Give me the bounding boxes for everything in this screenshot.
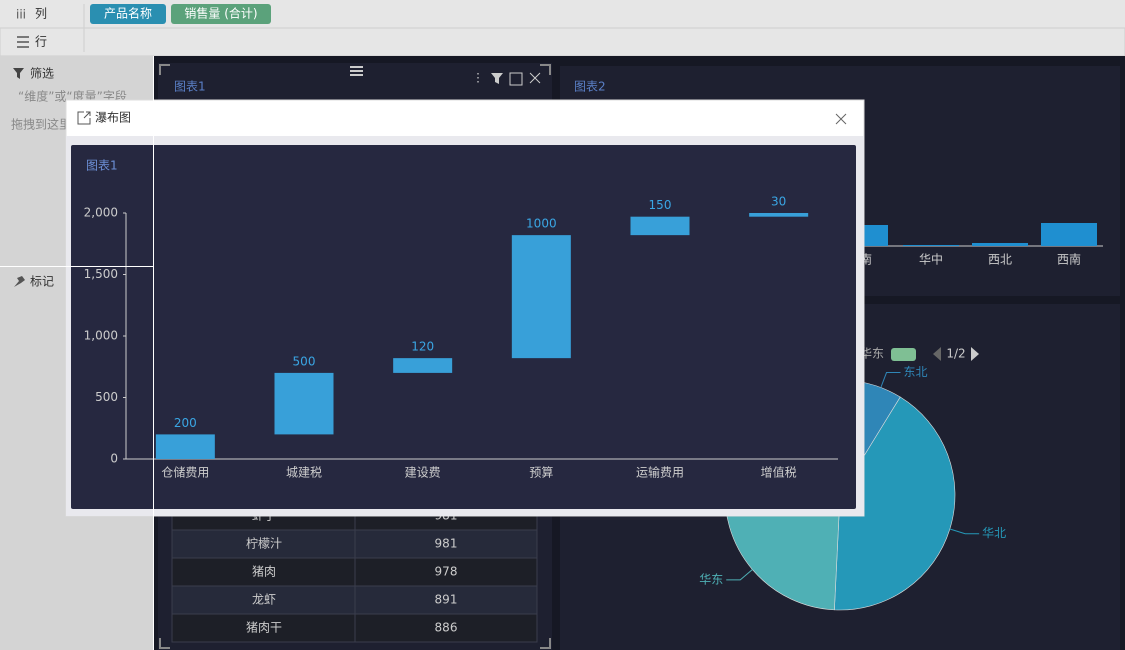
hint: 拖拽到这里 [11, 117, 71, 132]
bar [1041, 223, 1097, 246]
leader-line [726, 569, 753, 581]
bar [903, 245, 959, 246]
pill-label[interactable]: 产品名称 [104, 6, 152, 21]
x-tick-label: 增值税 [761, 465, 797, 480]
slice-label: 华东 [699, 572, 723, 586]
drag-handle[interactable] [350, 66, 363, 76]
table-cell: 猪肉干 [246, 621, 282, 635]
y-tick-label: 500 [95, 390, 118, 404]
y-tick-label: 0 [110, 452, 118, 466]
bar [630, 216, 690, 236]
modal-close[interactable] [835, 113, 847, 125]
x-tick-label: 西北 [988, 253, 1012, 267]
data-label: 200 [174, 416, 197, 430]
x-tick-label: 运输费用 [636, 465, 684, 480]
pill[interactable] [90, 4, 166, 24]
marks-label: 标记 [30, 275, 54, 289]
table-cell: 978 [435, 565, 458, 579]
columns-icon: iii [16, 8, 26, 22]
table-cell: 龙虾 [252, 593, 276, 607]
bar [155, 434, 215, 459]
y-tick-label: 2,000 [84, 206, 118, 220]
menu-icon[interactable]: ⋮ [472, 71, 484, 85]
rows-label: 行 [35, 35, 47, 49]
y-tick-label: 1,500 [84, 267, 118, 281]
columns-bar [0, 0, 1125, 28]
bar [511, 235, 571, 359]
pill-label[interactable]: 销售量 (合计) [184, 6, 257, 21]
waterfall-chart: 0 500 1,000 1,500 2,000 200 仓储费用 500 城建税 120 建设费 10… [84, 195, 838, 480]
x-tick-label: 西南 [1057, 252, 1081, 267]
table: 虾子981柠檬汁981猪肉978龙虾891猪肉干886 [171, 501, 538, 643]
maximize-button[interactable] [509, 72, 523, 86]
x-tick-label: 预算 [529, 465, 553, 480]
columns-label: 列 [35, 7, 47, 21]
legend-prev[interactable] [933, 347, 941, 361]
slice-label: 东北 [904, 365, 928, 379]
table-cell: 柠檬汁 [246, 536, 282, 551]
pill[interactable] [171, 4, 271, 24]
y-tick-label: 1,000 [84, 329, 118, 343]
slice-label: 华北 [982, 526, 1006, 540]
data-label: 30 [771, 195, 786, 209]
bar [972, 243, 1028, 246]
legend-label: 华东 [860, 347, 884, 361]
data-label: 500 [293, 354, 316, 368]
rows-icon [17, 36, 29, 48]
x-tick-label: 华中 [919, 252, 943, 267]
panel-title: 图表1 [174, 80, 206, 94]
filter-icon [13, 68, 24, 79]
legend-next[interactable] [971, 347, 979, 361]
rows-bar [0, 27, 1125, 57]
leader-line [880, 372, 901, 388]
chart-title: 图表1 [86, 159, 118, 173]
modal-title: 瀑布图 [95, 111, 131, 125]
legend-swatch [891, 348, 916, 361]
data-label: 150 [649, 198, 672, 212]
panel-title: 图表2 [574, 80, 606, 94]
filter-label: 筛选 [30, 66, 54, 81]
leader-line [949, 528, 980, 535]
bar [274, 372, 334, 435]
corner-marks [159, 64, 551, 649]
filter-button[interactable] [491, 73, 503, 84]
x-tick-label: 仓储费用 [161, 465, 209, 480]
bar [393, 358, 453, 373]
data-label: 1000 [526, 217, 557, 231]
modal: 瀑布图 图表1 0 500 1,000 1,500 2,000 200 仓储费用 500 城建税… [65, 99, 865, 517]
chart-panel [71, 145, 856, 509]
table-cell: 886 [435, 621, 458, 635]
table-cell: 891 [435, 593, 458, 607]
pin-icon [14, 276, 25, 287]
x-tick-label: 城建税 [286, 466, 322, 480]
table-cell: 猪肉 [252, 565, 276, 579]
legend-page: 1/2 [946, 347, 965, 361]
table-cell: 981 [435, 537, 458, 551]
x-tick-label: 建设费 [405, 466, 441, 480]
data-label: 120 [411, 340, 434, 354]
bar [749, 213, 809, 217]
open-icon[interactable] [77, 111, 91, 125]
close-button[interactable] [529, 72, 541, 84]
